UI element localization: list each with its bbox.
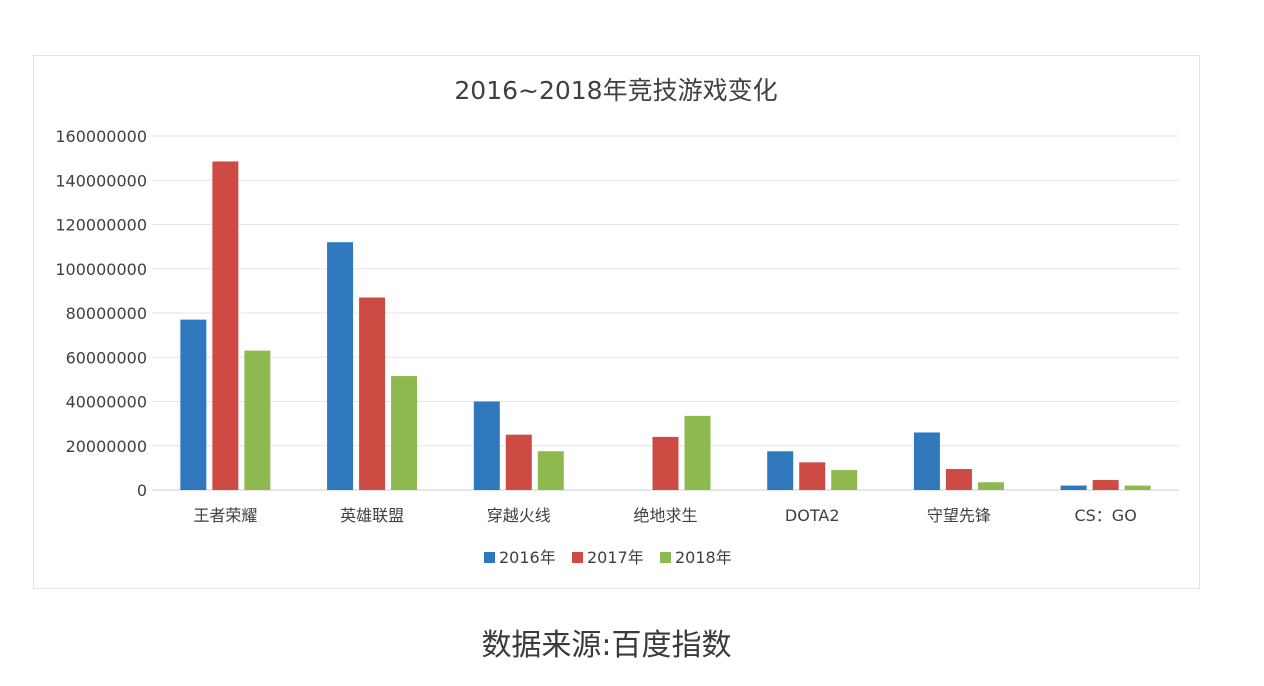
bar-守望先锋-2016年 (913, 432, 940, 490)
legend-swatch (484, 552, 495, 563)
y-tick-label: 80000000 (66, 304, 147, 323)
x-tick-label: 英雄联盟 (340, 506, 404, 525)
legend-label: 2018年 (675, 548, 732, 567)
chart-title: 2016~2018年竞技游戏变化 (454, 76, 777, 105)
y-tick-label: 60000000 (66, 348, 147, 367)
y-tick-label: 100000000 (55, 260, 147, 279)
chart-frame: 2016~2018年竞技游戏变化 0 20000000 40000000 600000… (33, 55, 1200, 589)
bar-守望先锋-2017年 (945, 468, 972, 490)
x-tick-label: 绝地求生 (633, 506, 697, 525)
y-tick-label: 140000000 (55, 171, 147, 190)
bar-穿越火线-2018年 (537, 451, 564, 490)
gridlines (152, 135, 1179, 491)
bar-王者荣耀-2017年 (212, 161, 239, 490)
bar-英雄联盟-2016年 (327, 242, 354, 490)
bar-英雄联盟-2018年 (391, 376, 418, 490)
bar-王者荣耀-2018年 (244, 350, 271, 490)
bar-DOTA2-2017年 (799, 462, 826, 490)
bars (180, 161, 1151, 490)
bar-穿越火线-2017年 (505, 434, 532, 490)
legend-label: 2017年 (587, 548, 644, 567)
bar-穿越火线-2016年 (473, 401, 500, 490)
bar-chart: 2016~2018年竞技游戏变化 0 20000000 40000000 600000… (55, 76, 1179, 567)
x-tick-label: CS：GO (1074, 506, 1136, 525)
x-tick-label: 穿越火线 (487, 506, 551, 525)
bar-绝地求生-2017年 (652, 436, 679, 490)
y-tick-label: 20000000 (66, 437, 147, 456)
bar-DOTA2-2018年 (831, 470, 858, 490)
x-tick-label: 王者荣耀 (193, 506, 257, 525)
bar-守望先锋-2018年 (977, 482, 1004, 490)
y-tick-label: 160000000 (55, 127, 147, 146)
bar-CS：GO-2017年 (1092, 480, 1119, 490)
bar-DOTA2-2016年 (767, 451, 794, 490)
bar-绝地求生-2018年 (684, 415, 711, 490)
y-tick-label: 40000000 (66, 393, 147, 412)
bar-CS：GO-2016年 (1060, 485, 1087, 490)
legend-swatch (660, 552, 671, 563)
y-tick-label: 0 (137, 481, 147, 500)
bar-王者荣耀-2016年 (180, 319, 207, 490)
bar-英雄联盟-2017年 (359, 297, 386, 490)
legend-label: 2016年 (499, 548, 556, 567)
legend-swatch (572, 552, 583, 563)
legend: 2016年 2017年 2018年 (484, 548, 732, 567)
y-axis-tick-labels: 0 20000000 40000000 60000000 80000000 1000000… (55, 127, 147, 500)
y-tick-label: 120000000 (55, 216, 147, 235)
bar-CS：GO-2018年 (1124, 485, 1151, 490)
x-tick-label: 守望先锋 (927, 506, 991, 525)
source-caption: 数据来源:百度指数 (481, 628, 732, 663)
x-axis-tick-labels: 王者荣耀 英雄联盟 穿越火线 绝地求生 DOTA2 守望先锋 CS：GO (193, 506, 1136, 525)
x-tick-label: DOTA2 (785, 506, 840, 525)
